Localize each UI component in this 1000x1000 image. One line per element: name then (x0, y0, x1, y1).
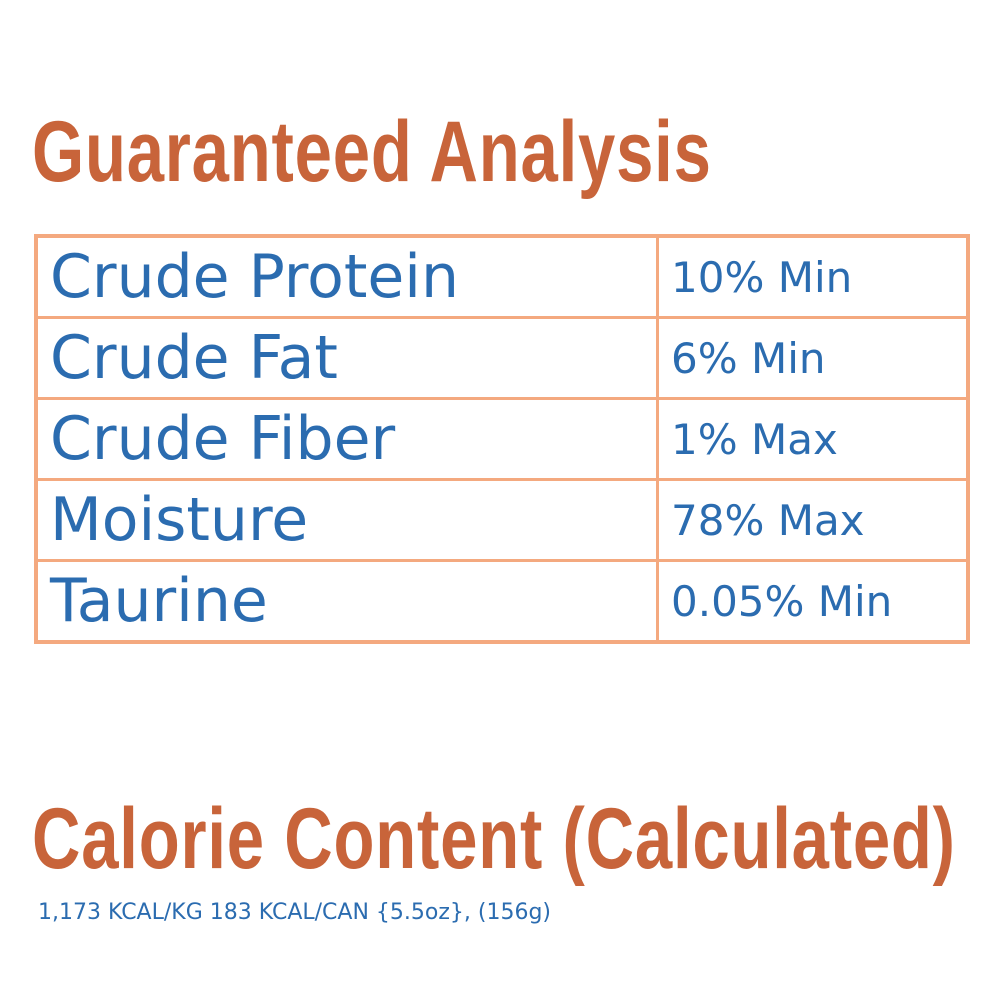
table-row: Crude Protein 10% Min (34, 234, 970, 319)
nutrient-value: 0.05% Min (656, 559, 970, 644)
nutrient-name: Crude Protein (34, 234, 659, 319)
nutrient-name: Crude Fat (34, 316, 659, 400)
nutrient-name: Moisture (34, 478, 659, 562)
calorie-text: 1,173 KCAL/KG 183 KCAL/CAN {5.5oz}, (156… (38, 900, 551, 925)
section-title: Calorie Content (Calculated) (32, 791, 956, 887)
table-row: Taurine 0.05% Min (34, 559, 970, 644)
table-row: Crude Fiber 1% Max (34, 397, 970, 481)
nutrient-value: 6% Min (656, 316, 970, 400)
nutrient-name: Taurine (34, 559, 659, 644)
nutrient-value: 1% Max (656, 397, 970, 481)
nutrient-value: 78% Max (656, 478, 970, 562)
table-row: Moisture 78% Max (34, 478, 970, 562)
table-row: Crude Fat 6% Min (34, 316, 970, 400)
nutrient-value: 10% Min (656, 234, 970, 319)
section-title: Guaranteed Analysis (32, 104, 712, 200)
analysis-table: Crude Protein 10% Min Crude Fat 6% Min Crude… (34, 234, 970, 644)
nutrient-name: Crude Fiber (34, 397, 659, 481)
